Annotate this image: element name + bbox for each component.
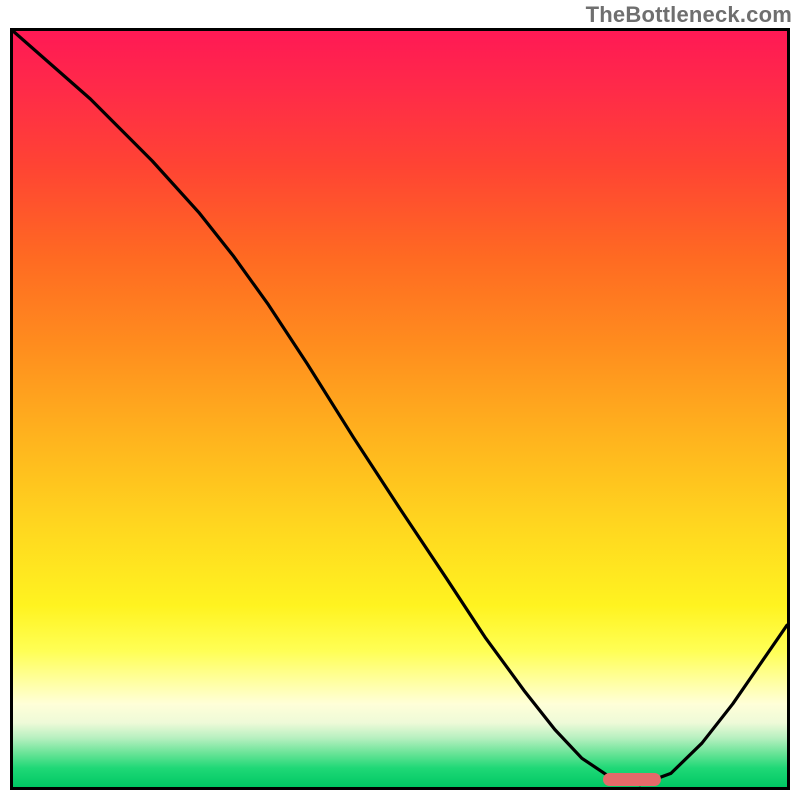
watermark-text: TheBottleneck.com bbox=[586, 2, 792, 28]
chart-container: TheBottleneck.com bbox=[0, 0, 800, 800]
plot-area bbox=[10, 28, 790, 790]
optimum-marker bbox=[603, 773, 661, 787]
bottleneck-curve bbox=[13, 31, 787, 785]
curve-layer bbox=[13, 31, 787, 787]
